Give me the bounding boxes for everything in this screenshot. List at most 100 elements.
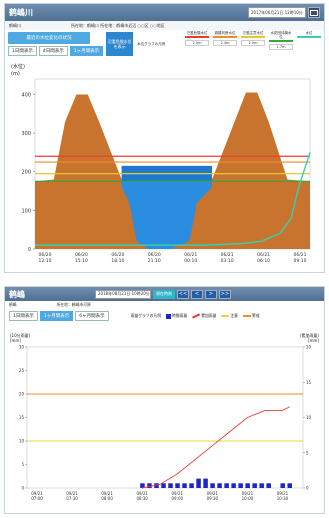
rain-bar <box>217 483 222 488</box>
x-tick-label: 09:10 <box>294 258 307 264</box>
rainfall-chart: 0510152025300510152009/2107:0009/2107:30… <box>19 345 312 502</box>
legend-hourly: 時間雨量 <box>166 313 187 319</box>
rain-left-axis-label: (10分雨量) [mm] <box>10 333 30 343</box>
rain-bar <box>175 483 180 488</box>
x-tick-label: 08:30 <box>136 496 148 501</box>
now-button[interactable]: 現在時刻 <box>153 289 175 299</box>
rain-bar <box>280 483 285 488</box>
rain-bar <box>231 483 236 488</box>
legend-swatch <box>297 36 321 38</box>
rain-left-unit: [mm] <box>10 338 21 343</box>
date-select[interactable]: 2017年06月21日 12時10分 <box>248 7 306 18</box>
river-channel <box>121 165 213 249</box>
legend-swatch <box>269 40 293 42</box>
x-tick-label: 09/21 <box>66 491 78 496</box>
x-tick-label: 09/21 <box>101 491 113 496</box>
x-tick-label: 09/21 <box>277 491 289 496</box>
rain-bar <box>168 483 173 488</box>
legend-label: 水防団待機水位 <box>270 31 292 39</box>
x-tick-label: 00:10 <box>184 258 197 264</box>
rain-right-unit: [mm] <box>308 338 319 343</box>
rain-bar <box>238 483 243 488</box>
water-level-line <box>35 152 311 246</box>
rain-bar <box>245 483 250 488</box>
threshold-legend: 氾濫危険水位 2.5m 避難判断水位 2.4m 氾濫注意水位 2.0m 水防団待機水位 1.7… <box>185 31 321 50</box>
rain-right-label: (累加雨量) <box>299 333 319 338</box>
rain-bar <box>266 483 271 488</box>
x-tick-label: 21:10 <box>148 258 161 264</box>
legend-caution-label: 注意 <box>230 313 238 318</box>
legend-item: 氾濫注意水位 2.0m <box>241 31 265 50</box>
x-tick-label: 06/20 <box>111 252 124 258</box>
danger-level-button[interactable]: 氾濫危険水位を表示 <box>106 32 134 56</box>
rain-legend: 雨量グラフの凡例 時間雨量 累加雨量 注意 警戒 <box>131 313 260 319</box>
station-name: 鹤嶋川 <box>9 22 21 28</box>
tab-1month[interactable]: 1ヶ月間表示 <box>69 46 104 56</box>
rain-bar <box>182 483 187 488</box>
rain-tab-6month[interactable]: 6ヶ月間表示 <box>75 311 109 321</box>
legend-item: 水防団待機水位 1.7m <box>269 31 293 50</box>
nav-last-button[interactable]: >> <box>219 289 231 299</box>
rain-tab-1month[interactable]: 1ヶ月間表示 <box>39 311 74 321</box>
legend-label: 避難判断水位 <box>214 31 236 35</box>
tab-4day[interactable]: 4日間表示 <box>38 46 68 56</box>
water-level-panel: 鹤嶋川 2017年06月21日 12時10分 鹤嶋川 所在地：鹤嶋川 所在地：鹤… <box>4 3 325 273</box>
y-left-tick-label: 30 <box>19 345 25 350</box>
x-tick-label: 08:00 <box>101 496 113 501</box>
legend-value: 1.7m <box>269 43 293 50</box>
x-tick-label: 09/21 <box>172 491 184 496</box>
location-bar: 鹤嶋川 所在地：鹤嶋川 所在地：鹤嶋市近辺 ○○区 ○○地区 <box>5 21 324 30</box>
y-left-tick-label: 20 <box>19 392 25 397</box>
y-right-tick-label: 0 <box>306 486 309 491</box>
nav-next-button[interactable]: > <box>205 289 217 299</box>
display-button[interactable] <box>308 7 320 18</box>
x-tick-label: 06/20 <box>75 252 88 258</box>
legend-note: 水位グラフの凡例 <box>137 42 166 46</box>
display-icon <box>310 9 318 16</box>
y-right-tick-label: 10 <box>306 415 312 420</box>
panel-header: 鹤嶋川 2017年06月21日 12時10分 <box>5 4 324 21</box>
rain-bar <box>154 483 159 488</box>
x-tick-label: 06/21 <box>257 252 270 258</box>
legend-label: 氾濫危険水位 <box>186 31 208 35</box>
legend-swatch <box>185 36 209 38</box>
rain-tab-1day[interactable]: 1日間表示 <box>9 311 38 321</box>
x-tick-label: 06/20 <box>148 252 161 258</box>
y-axis-unit-text: (m) <box>11 71 20 77</box>
legend-warning: 警戒 <box>242 313 260 319</box>
y-right-tick-label: 5 <box>306 450 309 455</box>
y-right-tick-label: 20 <box>306 345 312 350</box>
nav-prev-button[interactable]: < <box>191 289 203 299</box>
rain-bar <box>203 478 208 488</box>
rain-controls: 1日間表示 1ヶ月間表示 6ヶ月間表示 雨量グラフの凡例 時間雨量 累加雨量 注… <box>5 309 324 323</box>
rain-bar <box>189 483 194 488</box>
cumulative-line <box>142 406 290 489</box>
legend-item: 氾濫危険水位 2.5m <box>185 31 209 50</box>
legend-label: 氾濫注意水位 <box>242 31 264 35</box>
legend-label: 水位 <box>305 31 313 35</box>
x-tick-label: 06:10 <box>257 258 270 264</box>
date2-select[interactable]: 2018年08月21日 10時20分 <box>95 289 151 299</box>
y-left-tick-label: 25 <box>19 368 25 373</box>
bank-terrain <box>35 92 310 249</box>
x-tick-label: 09/21 <box>242 491 254 496</box>
tab-1day[interactable]: 1日間表示 <box>8 46 37 56</box>
station2-location: 所在地：鹤嶋市河原 <box>56 302 91 307</box>
recent-change-button[interactable]: 最近の水位変化の状況 <box>8 32 90 44</box>
legend-caution: 注意 <box>221 313 238 319</box>
y-tick-label: 400 <box>21 92 31 98</box>
y-right-tick-label: 15 <box>306 380 312 385</box>
nav-first-button[interactable]: << <box>177 289 189 299</box>
y-left-tick-label: 10 <box>19 439 25 444</box>
y-tick-label: 0 <box>28 247 31 253</box>
station-location: 所在地：鹤嶋川 所在地：鹤嶋市近辺 ○○区 ○○地区 <box>71 22 165 28</box>
x-tick-label: 18:10 <box>111 258 124 264</box>
x-tick-label: 07:00 <box>31 496 43 501</box>
rain-bar <box>252 483 257 488</box>
x-tick-label: 03:10 <box>221 258 234 264</box>
legend-item: 避難判断水位 2.4m <box>213 31 237 50</box>
legend-cumulative: 累加雨量 <box>192 313 216 319</box>
y-tick-label: 100 <box>21 208 31 214</box>
y-left-tick-label: 0 <box>21 486 24 491</box>
legend-warning-label: 警戒 <box>251 313 260 318</box>
